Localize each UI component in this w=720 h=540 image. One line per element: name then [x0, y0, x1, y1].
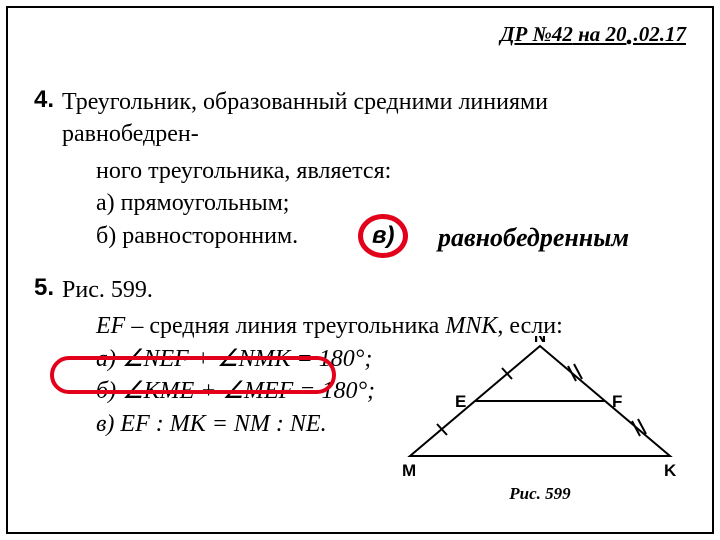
question-5: 5. Рис. 599. — [34, 274, 686, 306]
q5-ef1: EF — [96, 313, 125, 339]
hw-dot: . — [627, 20, 634, 51]
hw-na: на — [573, 22, 606, 46]
q4-opt-v-answer: равнобедренным — [438, 220, 629, 255]
q5-ef2: – средняя линия треугольника — [125, 313, 445, 339]
hw-date1: 20 — [606, 22, 627, 46]
question-4: 4. Треугольник, образованный средними ли… — [34, 86, 686, 151]
q4-line1: Треугольник, образованный средними линия… — [62, 89, 548, 147]
oval-annotation — [50, 356, 336, 394]
q5-ref: Рис. 599. — [62, 274, 153, 306]
label-e: E — [455, 392, 466, 411]
label-m: M — [402, 461, 416, 480]
label-f: F — [612, 392, 622, 411]
q4-opt-v-label: в) — [372, 220, 395, 252]
label-k: K — [664, 461, 677, 480]
figure-caption: Рис. 599 — [508, 484, 571, 503]
q4-number: 4. — [34, 86, 62, 151]
hw-number: ДР №42 — [500, 22, 573, 46]
q4-opt-b-line: б) равносторонним. в) равнобедренным — [96, 220, 686, 252]
label-n: N — [534, 336, 546, 346]
q4-opt-b: б) равносторонним. — [96, 223, 298, 249]
header: ДР №42 на 20..02.17 — [500, 22, 686, 47]
triangle-svg: N M K E F Рис. 599 — [400, 336, 680, 506]
q4-line2: ного треугольника, является: — [96, 155, 686, 187]
q5-number: 5. — [34, 274, 62, 306]
q4-text: Треугольник, образованный средними линия… — [62, 86, 686, 151]
triangle-diagram: N M K E F Рис. 599 — [400, 336, 680, 506]
hw-date2: .02.17 — [634, 22, 687, 46]
q4-continuation: ного треугольника, является: а) прямоуго… — [96, 155, 686, 252]
